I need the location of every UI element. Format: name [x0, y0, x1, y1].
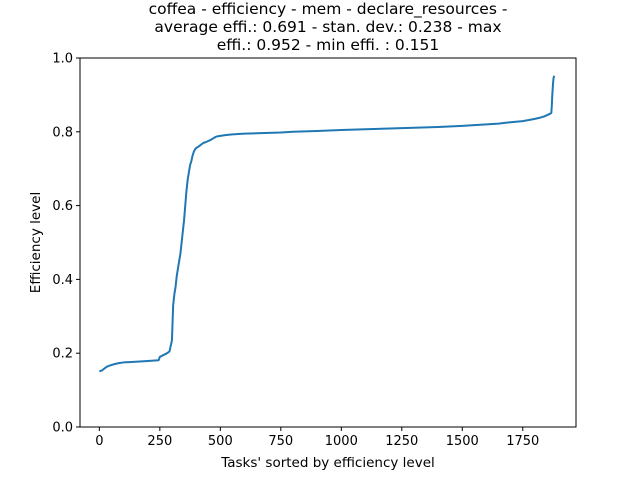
y-tick-label: 1.0 [52, 52, 73, 67]
x-tick-label: 1750 [506, 434, 539, 449]
y-tick-label: 0.6 [52, 199, 73, 214]
chart-title-line-3: effi.: 0.952 - min effi. : 0.151 [217, 36, 439, 54]
plot-series [99, 75, 556, 373]
axes-frame [79, 57, 577, 428]
x-tick-label: 750 [268, 434, 293, 449]
x-tick-label: 1000 [325, 434, 358, 449]
chart-title-line-1: coffea - efficiency - mem - declare_reso… [149, 0, 508, 19]
y-tick-label: 0.8 [52, 125, 73, 140]
x-tick-label: 0 [95, 434, 103, 449]
chart-title: coffea - efficiency - mem - declare_reso… [149, 0, 508, 54]
chart-title-line-2: average effi.: 0.691 - stan. dev.: 0.238… [154, 18, 501, 36]
y-tick-label: 0.2 [52, 347, 73, 362]
y-axis-label: Efficiency level [28, 192, 44, 293]
x-tick-label: 1250 [385, 434, 418, 449]
y-tick-label: 0.4 [52, 273, 73, 288]
efficiency-series-line [99, 75, 556, 373]
x-tick-label: 500 [208, 434, 233, 449]
x-tick-label: 1500 [446, 434, 479, 449]
x-tick-label: 250 [147, 434, 172, 449]
y-axis-ticks: 0.0 0.2 0.4 0.6 0.8 1.0 [52, 52, 80, 436]
x-axis-ticks: 0 250 500 750 1000 1250 1500 1750 [95, 427, 539, 449]
x-axis-label: Tasks' sorted by efficiency level [220, 455, 435, 471]
y-tick-label: 0.0 [52, 421, 73, 436]
